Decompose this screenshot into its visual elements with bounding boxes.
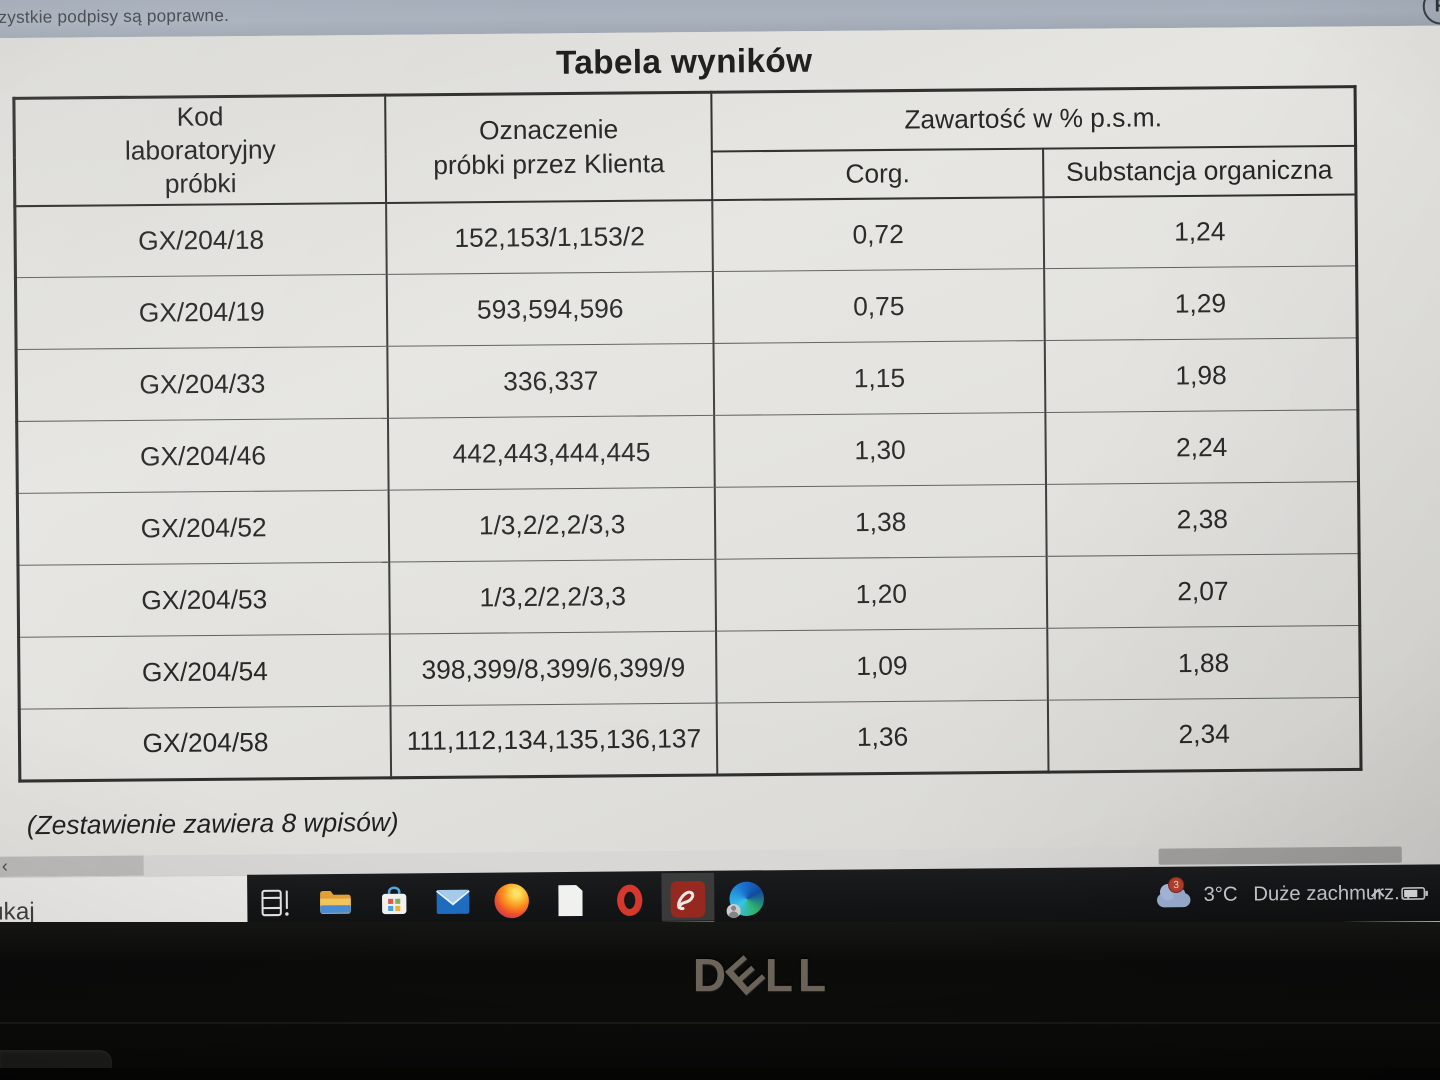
- cell-corg: 1,15: [713, 340, 1046, 416]
- header-corg: Corg.: [711, 148, 1044, 200]
- bottom-bar: ukaj: [0, 864, 1440, 922]
- chevron-up-icon[interactable]: [1370, 888, 1386, 898]
- microsoft-store-icon: [382, 886, 407, 915]
- table-row: GX/204/54 398,399/8,399/6,399/9 1,09 1,8…: [18, 625, 1361, 710]
- cell-corg: 1,36: [716, 700, 1049, 775]
- laptop-screen: Wszystkie podpisy są poprawne. P Tabela …: [0, 0, 1440, 922]
- microsoft-store-button[interactable]: [377, 873, 412, 922]
- edge-profile-avatar: [726, 903, 741, 919]
- cell-kod: GX/204/19: [15, 274, 388, 350]
- badge-letter: P: [1434, 0, 1440, 17]
- cell-kod: GX/204/18: [14, 202, 387, 278]
- acrobat-reader-button[interactable]: [670, 871, 706, 922]
- header-substancja: Substancja organiczna: [1043, 145, 1356, 197]
- table-row: GX/204/18 152,153/1,153/2 0,72 1,24: [14, 193, 1357, 278]
- cell-kod: GX/204/58: [19, 705, 392, 782]
- weather-temperature: 3°C: [1203, 882, 1238, 906]
- acrobat-reader-icon: [670, 880, 706, 918]
- cell-corg: 1,30: [714, 412, 1046, 488]
- mail-button[interactable]: [435, 873, 470, 922]
- bezel-bottom-strip: [0, 1068, 1440, 1080]
- cell-oznaczenie: 336,337: [387, 343, 715, 419]
- cell-substancja: 2,34: [1047, 697, 1362, 773]
- dell-letter: L: [797, 949, 832, 1001]
- cell-kod: GX/204/54: [18, 633, 391, 710]
- windows-search-box[interactable]: ukaj: [0, 874, 248, 922]
- results-table: Kod laboratoryjny próbki Oznaczenie prób…: [12, 85, 1363, 783]
- table-row: GX/204/52 1/3,2/2,2/3,3 1,38 2,38: [17, 481, 1360, 566]
- cell-corg: 1,38: [714, 484, 1047, 560]
- cell-oznaczenie: 111,112,134,135,136,137: [390, 703, 718, 778]
- table-row: GX/204/19 593,594,596 0,75 1,29: [15, 265, 1358, 350]
- taskbar-icons: [259, 870, 765, 922]
- dell-letter: D: [692, 949, 732, 1001]
- weather-alert-badge: 3: [1167, 876, 1185, 894]
- page-title: Tabela wyników: [555, 41, 813, 81]
- cell-oznaczenie: 593,594,596: [386, 271, 714, 347]
- opera-button[interactable]: [612, 871, 647, 922]
- scrollbar-thumb[interactable]: [1158, 846, 1402, 865]
- cell-corg: 1,09: [715, 628, 1048, 704]
- cell-substancja: 1,98: [1044, 337, 1358, 413]
- cell-oznaczenie: 1/3,2/2,2/3,3: [389, 559, 716, 634]
- edge-button[interactable]: [726, 870, 765, 922]
- cell-kod: GX/204/46: [16, 418, 389, 494]
- system-tray: [1369, 864, 1440, 921]
- cell-corg: 1,20: [715, 556, 1048, 632]
- cell-oznaczenie: 152,153/1,153/2: [386, 199, 713, 275]
- cell-substancja: 1,29: [1044, 265, 1358, 341]
- mail-icon: [435, 889, 470, 914]
- table-row: GX/204/53 1/3,2/2,2/3,3 1,20 2,07: [17, 553, 1360, 638]
- header-oznaczenie: Oznaczenie próbki przez Klienta: [385, 92, 713, 203]
- task-view-icon: [261, 889, 289, 917]
- cell-oznaczenie: 442,443,444,445: [388, 415, 715, 491]
- cell-kod: GX/204/53: [17, 562, 391, 638]
- table-row: GX/204/58 111,112,134,135,136,137 1,36 2…: [19, 697, 1362, 782]
- search-box-text: ukaj: [0, 897, 35, 922]
- cell-oznaczenie: 1/3,2/2,2/3,3: [388, 487, 716, 563]
- cell-kod: GX/204/33: [16, 346, 389, 422]
- firefox-icon: [494, 883, 530, 919]
- header-zawartosc-group: Zawartość w % p.s.m.: [711, 86, 1356, 151]
- notepad-icon: [558, 885, 583, 917]
- table-row: GX/204/46 442,443,444,445 1,30 2,24: [16, 409, 1359, 494]
- header-kod-laboratoryjny: Kod laboratoryjny próbki: [13, 95, 387, 206]
- bezel-seam: [0, 1022, 1440, 1024]
- entry-count-caption: (Zestawienie zawiera 8 wpisów): [26, 806, 399, 841]
- signature-status-text: Wszystkie podpisy są poprawne.: [0, 5, 230, 28]
- cell-substancja: 2,38: [1045, 481, 1360, 557]
- dell-letter: L: [764, 949, 798, 1001]
- table-row: GX/204/33 336,337 1,15 1,98: [16, 337, 1358, 422]
- cell-substancja: 1,88: [1047, 625, 1361, 701]
- battery-icon[interactable]: [1401, 885, 1428, 900]
- cell-substancja: 1,24: [1043, 193, 1357, 269]
- cell-substancja: 2,24: [1045, 409, 1359, 485]
- cloud-icon: 3: [1156, 876, 1194, 909]
- scrollbar-start-zone[interactable]: [0, 855, 144, 878]
- notepad-button[interactable]: [553, 872, 588, 922]
- task-view-button[interactable]: [259, 874, 294, 922]
- file-explorer-icon: [320, 890, 351, 914]
- firefox-button[interactable]: [494, 872, 530, 922]
- cell-corg: 0,75: [712, 268, 1045, 344]
- taskbar: 3 3°C Duże zachmurz...: [247, 864, 1440, 922]
- cell-oznaczenie: 398,399/8,399/6,399/9: [390, 631, 717, 706]
- laptop-bezel: DELL: [0, 922, 1440, 1080]
- opera-icon: [616, 884, 643, 916]
- edge-icon: [726, 881, 765, 919]
- signature-panel-badge[interactable]: P: [1422, 0, 1440, 25]
- cell-corg: 0,72: [712, 196, 1045, 272]
- cell-kod: GX/204/52: [17, 490, 390, 566]
- scroll-left-arrow-icon[interactable]: ‹: [1, 855, 9, 876]
- document-page: Tabela wyników Kod laboratoryjny próbki …: [0, 25, 1440, 857]
- file-explorer-button[interactable]: [318, 874, 353, 922]
- dell-logo: DELL: [692, 942, 832, 1005]
- cell-substancja: 2,07: [1046, 553, 1360, 629]
